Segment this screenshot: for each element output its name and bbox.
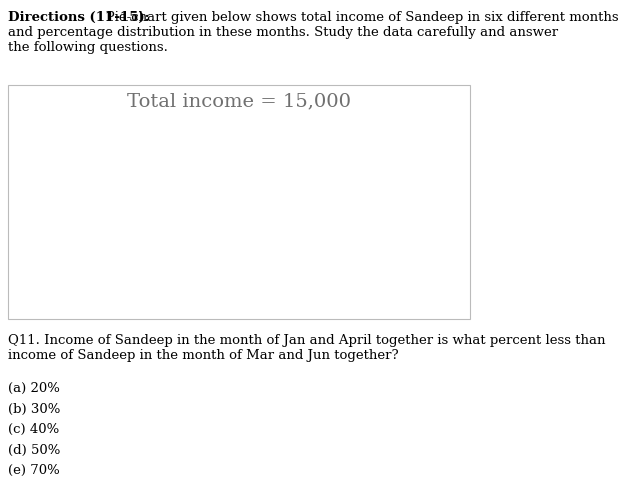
Wedge shape [196, 207, 293, 293]
Text: (c) 40%: (c) 40% [8, 423, 59, 436]
Text: (b) 30%: (b) 30% [8, 403, 60, 416]
Wedge shape [227, 181, 313, 262]
Wedge shape [141, 202, 227, 287]
Text: May
20%: May 20% [162, 224, 194, 252]
Text: Pie-chart given below shows total income of Sandeep in six different months
and : Pie-chart given below shows total income… [8, 11, 618, 54]
Text: Q11. Income of Sandeep in the month of Jan and April together is what percent le: Q11. Income of Sandeep in the month of J… [8, 334, 605, 361]
Wedge shape [227, 121, 268, 207]
Text: Feb
12%: Feb 12% [256, 156, 288, 184]
Text: Mar
16%: Mar 16% [269, 204, 300, 232]
Wedge shape [227, 132, 309, 207]
Text: Jan
8%: Jan 8% [230, 136, 254, 165]
Text: (a) 20%: (a) 20% [8, 382, 59, 395]
Text: Total income = 15,000: Total income = 15,000 [127, 93, 351, 111]
Wedge shape [141, 121, 227, 207]
Text: (d) 50%: (d) 50% [8, 444, 60, 457]
Text: (e) 70%: (e) 70% [8, 464, 59, 477]
Text: Directions (11-15): Pie-chart given below shows total income of Sandeep in six d: Directions (11-15): Pie-chart given belo… [8, 11, 631, 54]
Text: Apr
20%: Apr 20% [226, 249, 257, 278]
Text: Jun
24%: Jun 24% [172, 150, 203, 179]
Text: Directions (11-15):: Directions (11-15): [8, 11, 149, 24]
